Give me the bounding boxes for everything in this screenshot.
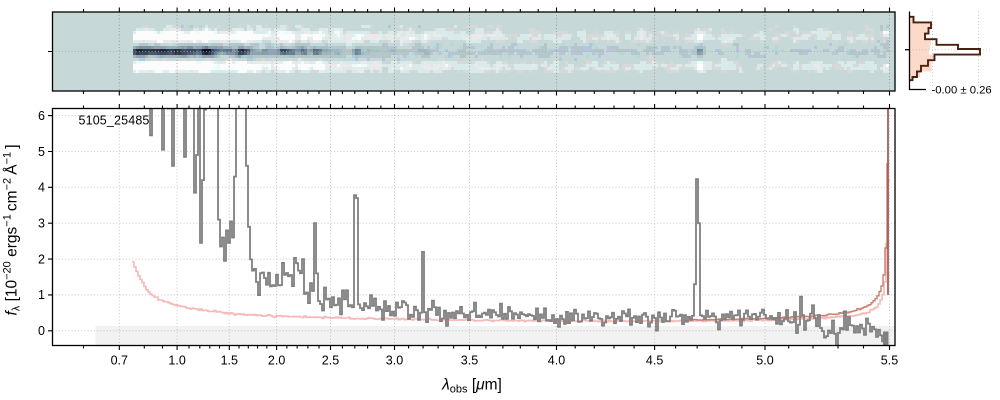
svg-text:1.5: 1.5 bbox=[221, 354, 238, 368]
svg-text:fλ [10−20 ergs−1 cm−2 Å−1 ]: fλ [10−20 ergs−1 cm−2 Å−1 ] bbox=[2, 144, 23, 315]
svg-text:3.5: 3.5 bbox=[461, 354, 478, 368]
svg-text:-0.00 ± 0.26: -0.00 ± 0.26 bbox=[932, 85, 992, 97]
svg-text:2.5: 2.5 bbox=[322, 354, 339, 368]
svg-text:4.5: 4.5 bbox=[646, 354, 663, 368]
svg-text:3.0: 3.0 bbox=[386, 354, 403, 368]
svg-text:2.0: 2.0 bbox=[268, 354, 285, 368]
svg-text:6: 6 bbox=[38, 109, 45, 123]
svg-text:4: 4 bbox=[38, 181, 45, 195]
svg-text:1: 1 bbox=[38, 288, 45, 302]
svg-text:5105_25485: 5105_25485 bbox=[79, 114, 150, 128]
svg-text:0: 0 bbox=[38, 324, 45, 338]
svg-text:2: 2 bbox=[38, 252, 45, 266]
svg-text:4.0: 4.0 bbox=[548, 354, 565, 368]
svg-text:0.7: 0.7 bbox=[111, 354, 128, 368]
svg-text:1.0: 1.0 bbox=[168, 354, 185, 368]
svg-text:5.5: 5.5 bbox=[881, 354, 898, 368]
svg-text:5: 5 bbox=[38, 145, 45, 159]
svg-text:5.0: 5.0 bbox=[756, 354, 773, 368]
svg-text:3: 3 bbox=[38, 217, 45, 231]
svg-text:λobs [μm]: λobs [μm] bbox=[441, 377, 502, 396]
